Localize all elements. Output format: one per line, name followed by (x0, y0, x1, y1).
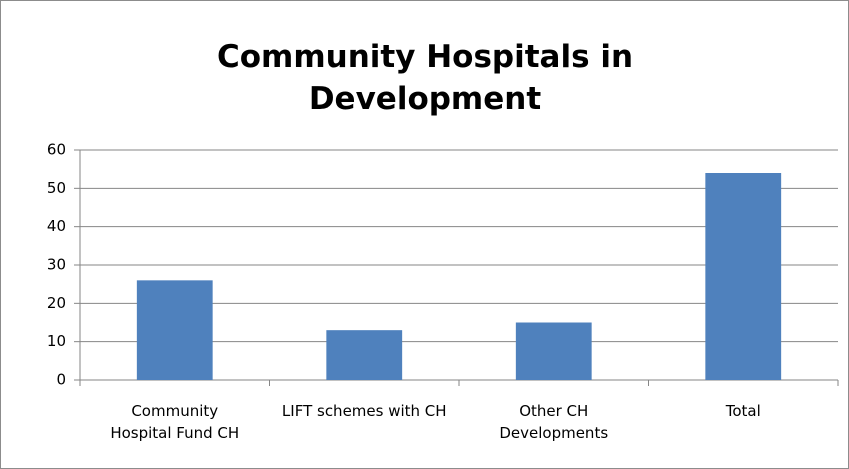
bar (136, 280, 213, 380)
x-tick-label: LIFT schemes with CH (281, 402, 447, 420)
y-tick-label: 20 (47, 294, 66, 312)
y-tick-label: 30 (47, 256, 66, 274)
x-tick-label: Total (725, 402, 761, 420)
x-tick-label: Community Hospital Fund CH (110, 402, 240, 442)
bar (705, 173, 782, 380)
bar (515, 322, 592, 380)
x-tick-label: Other CH Developments (499, 402, 609, 442)
y-tick-label: 0 (56, 371, 66, 389)
y-tick-label: 10 (47, 332, 66, 350)
chart-title: Community Hospitals in Development (216, 39, 634, 117)
y-tick-label: 60 (47, 141, 66, 159)
bar (326, 330, 403, 380)
y-tick-label: 50 (47, 179, 66, 197)
y-tick-label: 40 (47, 217, 66, 235)
